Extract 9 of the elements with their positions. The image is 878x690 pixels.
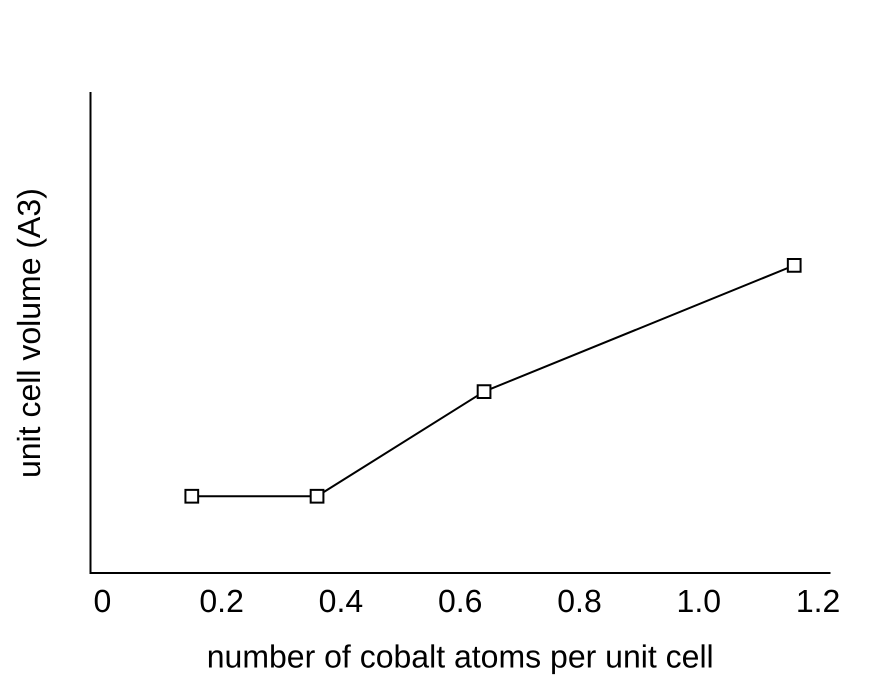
x-tick-label: 0.8 — [557, 583, 602, 620]
x-tick-label: 1.2 — [796, 583, 840, 620]
y-axis-title: unit cell volume (A3) — [11, 188, 48, 478]
x-axis-title: number of cobalt atoms per unit cell — [206, 638, 714, 675]
x-tick-label: 0 — [93, 583, 112, 620]
x-tick-label: 0.4 — [318, 583, 364, 620]
x-tick-label: 0.2 — [199, 583, 244, 620]
x-tick-label: 0.6 — [438, 583, 482, 620]
x-tick-label: 1.0 — [676, 583, 722, 620]
